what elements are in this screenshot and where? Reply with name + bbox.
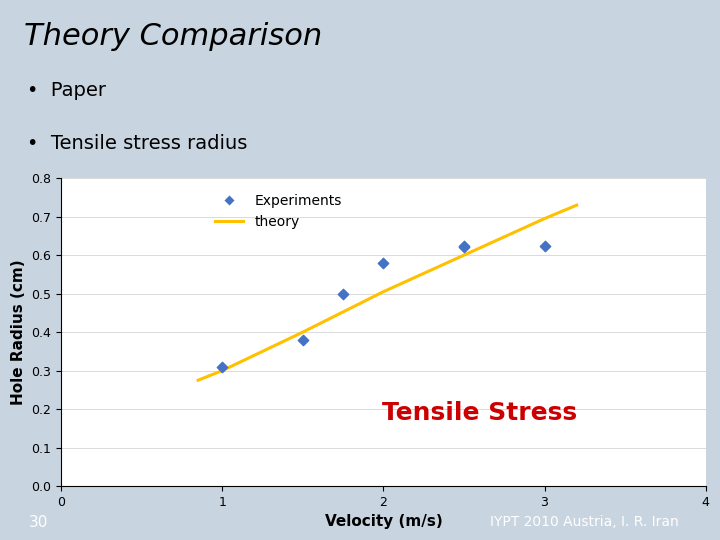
- Text: Tensile Stress: Tensile Stress: [382, 401, 577, 425]
- Text: Theory Comparison: Theory Comparison: [24, 22, 323, 51]
- Point: [297, 335, 309, 344]
- Text: •  Tensile stress radius: • Tensile stress radius: [27, 134, 247, 153]
- Point: [217, 362, 228, 371]
- Text: 30: 30: [29, 515, 48, 530]
- Point: [377, 259, 389, 267]
- Legend: Experiments, theory: Experiments, theory: [210, 188, 347, 234]
- Point: [458, 243, 469, 252]
- Y-axis label: Hole Radius (cm): Hole Radius (cm): [11, 259, 26, 405]
- X-axis label: Velocity (m/s): Velocity (m/s): [325, 514, 442, 529]
- Point: [338, 289, 349, 298]
- Point: [539, 241, 550, 250]
- Text: IYPT 2010 Austria, I. R. Iran: IYPT 2010 Austria, I. R. Iran: [490, 516, 678, 529]
- Text: •  Paper: • Paper: [27, 81, 106, 100]
- Point: [458, 241, 469, 250]
